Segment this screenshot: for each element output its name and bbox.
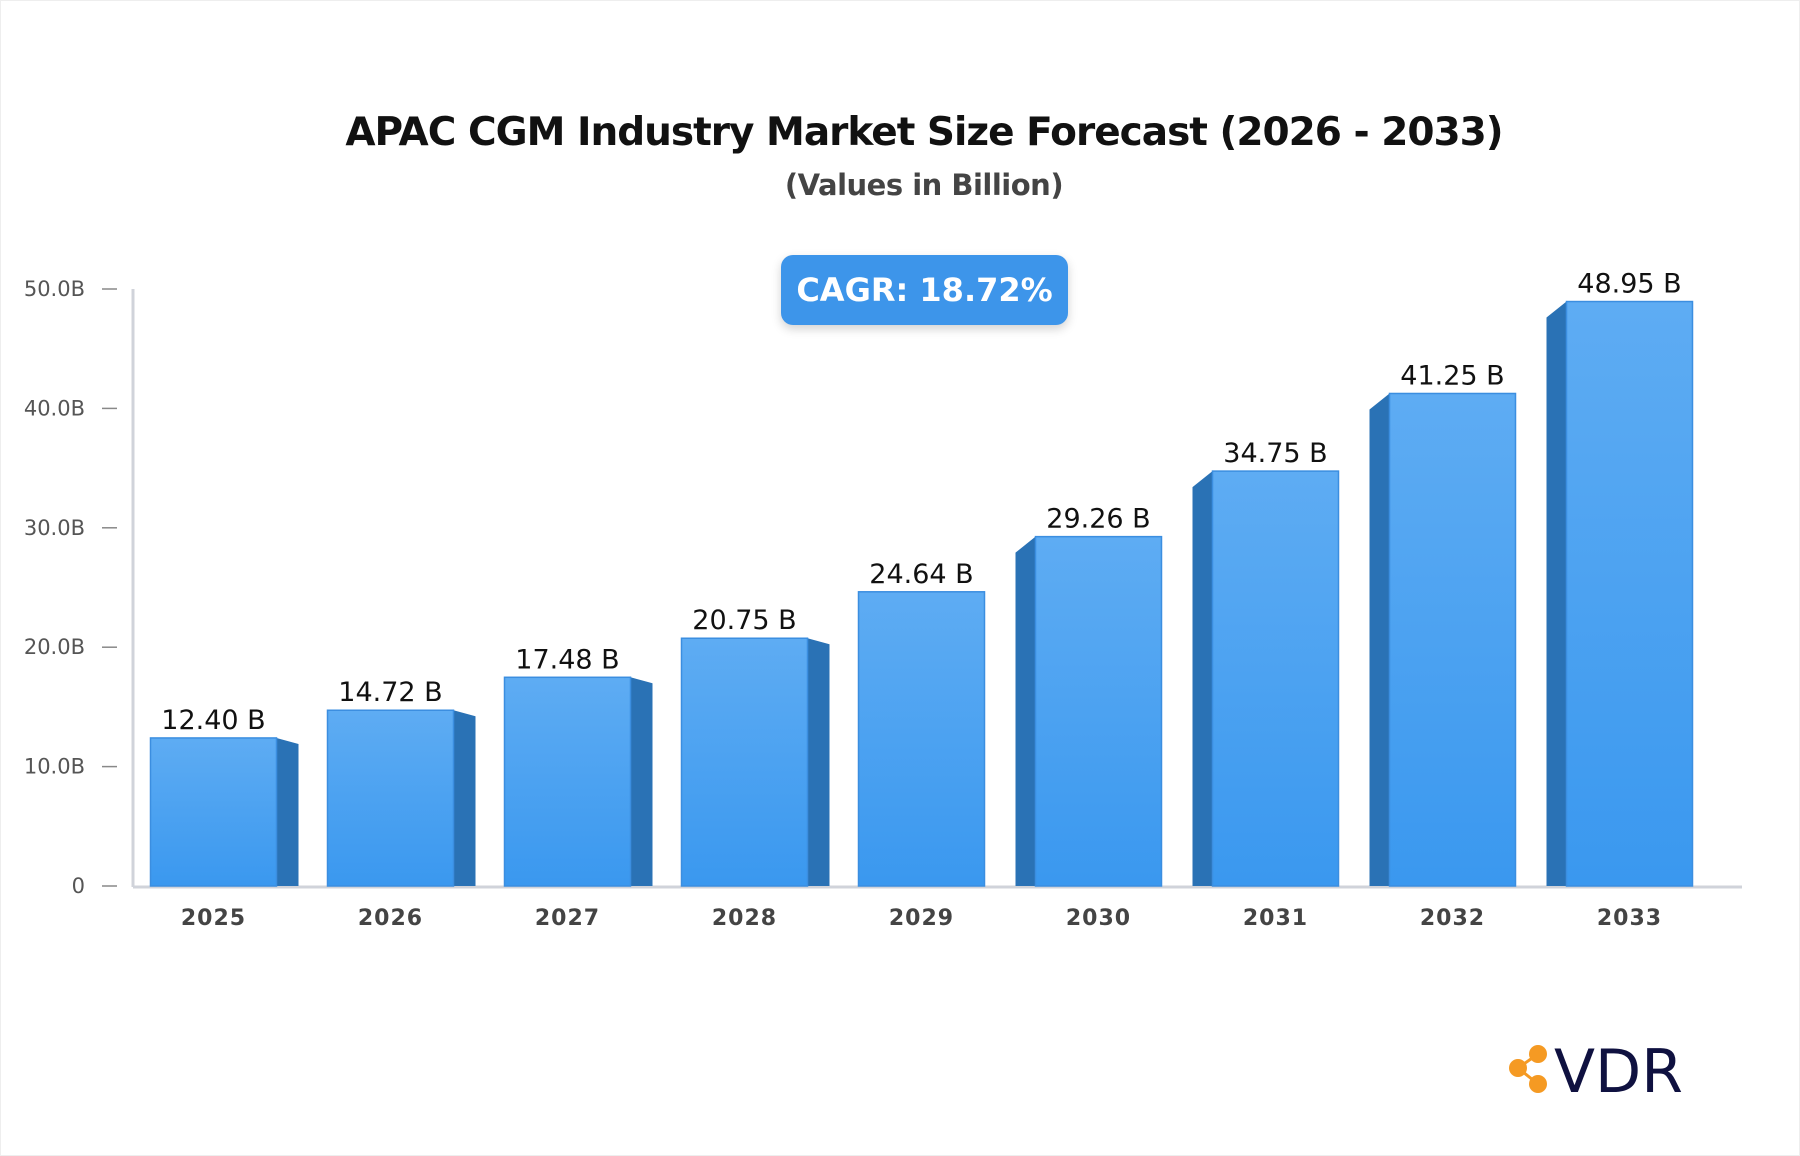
cagr-badge: CAGR: 18.72%	[781, 255, 1068, 325]
bar-side	[1546, 301, 1567, 886]
data-label: 41.25 B	[1400, 360, 1504, 391]
bar-2032	[1388, 392, 1517, 887]
bar-2030	[1034, 535, 1163, 887]
bar-side	[1015, 536, 1036, 886]
bar-2027	[503, 676, 632, 887]
bar-2025	[149, 737, 278, 887]
bar-side	[807, 638, 830, 886]
chart-title: APAC CGM Industry Market Size Forecast (…	[345, 110, 1503, 155]
x-tick-label: 2032	[1420, 906, 1485, 931]
data-label: 24.64 B	[869, 559, 973, 590]
y-tick-label: 50.0B	[24, 277, 85, 301]
bar-2031	[1211, 470, 1340, 887]
x-tick-label: 2030	[1066, 906, 1131, 931]
bar-2026	[326, 709, 455, 887]
bar-2028	[680, 637, 809, 887]
x-tick-label: 2033	[1597, 906, 1662, 931]
data-label: 20.75 B	[692, 605, 796, 636]
bar-side	[1192, 471, 1213, 886]
chart-subtitle: (Values in Billion)	[784, 168, 1064, 202]
data-label: 14.72 B	[338, 677, 442, 708]
data-label: 29.26 B	[1046, 504, 1150, 535]
bar-side	[630, 677, 653, 886]
vdr-logo: VDR	[1504, 1040, 1704, 1102]
bar-2029	[857, 591, 986, 887]
x-tick-label: 2031	[1243, 906, 1308, 931]
x-tick-label: 2027	[535, 906, 600, 931]
y-tick-label: 30.0B	[24, 516, 85, 540]
x-tick-label: 2028	[712, 906, 777, 931]
bar-side	[453, 710, 476, 886]
y-tick-label: 40.0B	[24, 396, 85, 420]
bar-side	[276, 737, 299, 886]
data-label: 17.48 B	[515, 644, 619, 675]
y-tick-label: 10.0B	[24, 755, 85, 779]
bar-2033	[1565, 300, 1694, 887]
x-tick-label: 2029	[889, 906, 954, 931]
data-label: 34.75 B	[1223, 438, 1327, 469]
share-icon: VDR	[1509, 1040, 1683, 1102]
x-tick-label: 2026	[358, 906, 423, 931]
logo-text: VDR	[1554, 1040, 1683, 1102]
y-tick-label: 0	[72, 874, 85, 898]
y-tick-label: 20.0B	[24, 635, 85, 659]
data-label: 48.95 B	[1577, 269, 1681, 300]
bar-side	[1369, 393, 1390, 886]
data-label: 12.40 B	[161, 705, 265, 736]
x-tick-label: 2025	[181, 906, 246, 931]
